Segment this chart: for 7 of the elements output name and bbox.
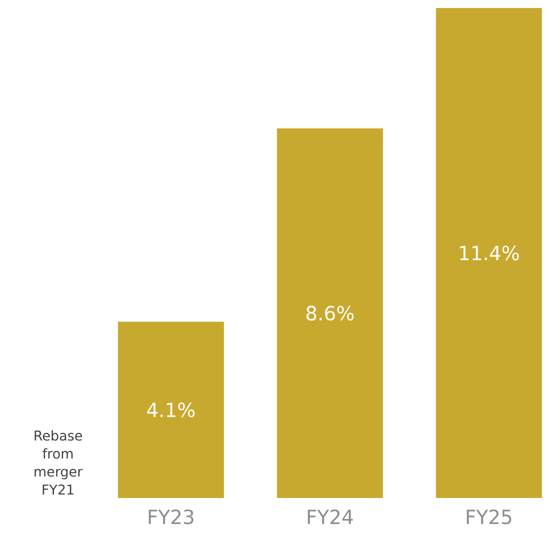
text: Rebase from merger FY21 <box>34 430 83 494</box>
data-label: 8.6% <box>306 306 354 321</box>
data-label: 11.4% <box>460 246 519 260</box>
x-tick-label: FY23 <box>148 510 194 524</box>
data-label: 4.1% <box>147 402 195 418</box>
x-tick-label: FY24 <box>308 510 353 524</box>
x-tick-label: FY25 <box>466 510 512 524</box>
